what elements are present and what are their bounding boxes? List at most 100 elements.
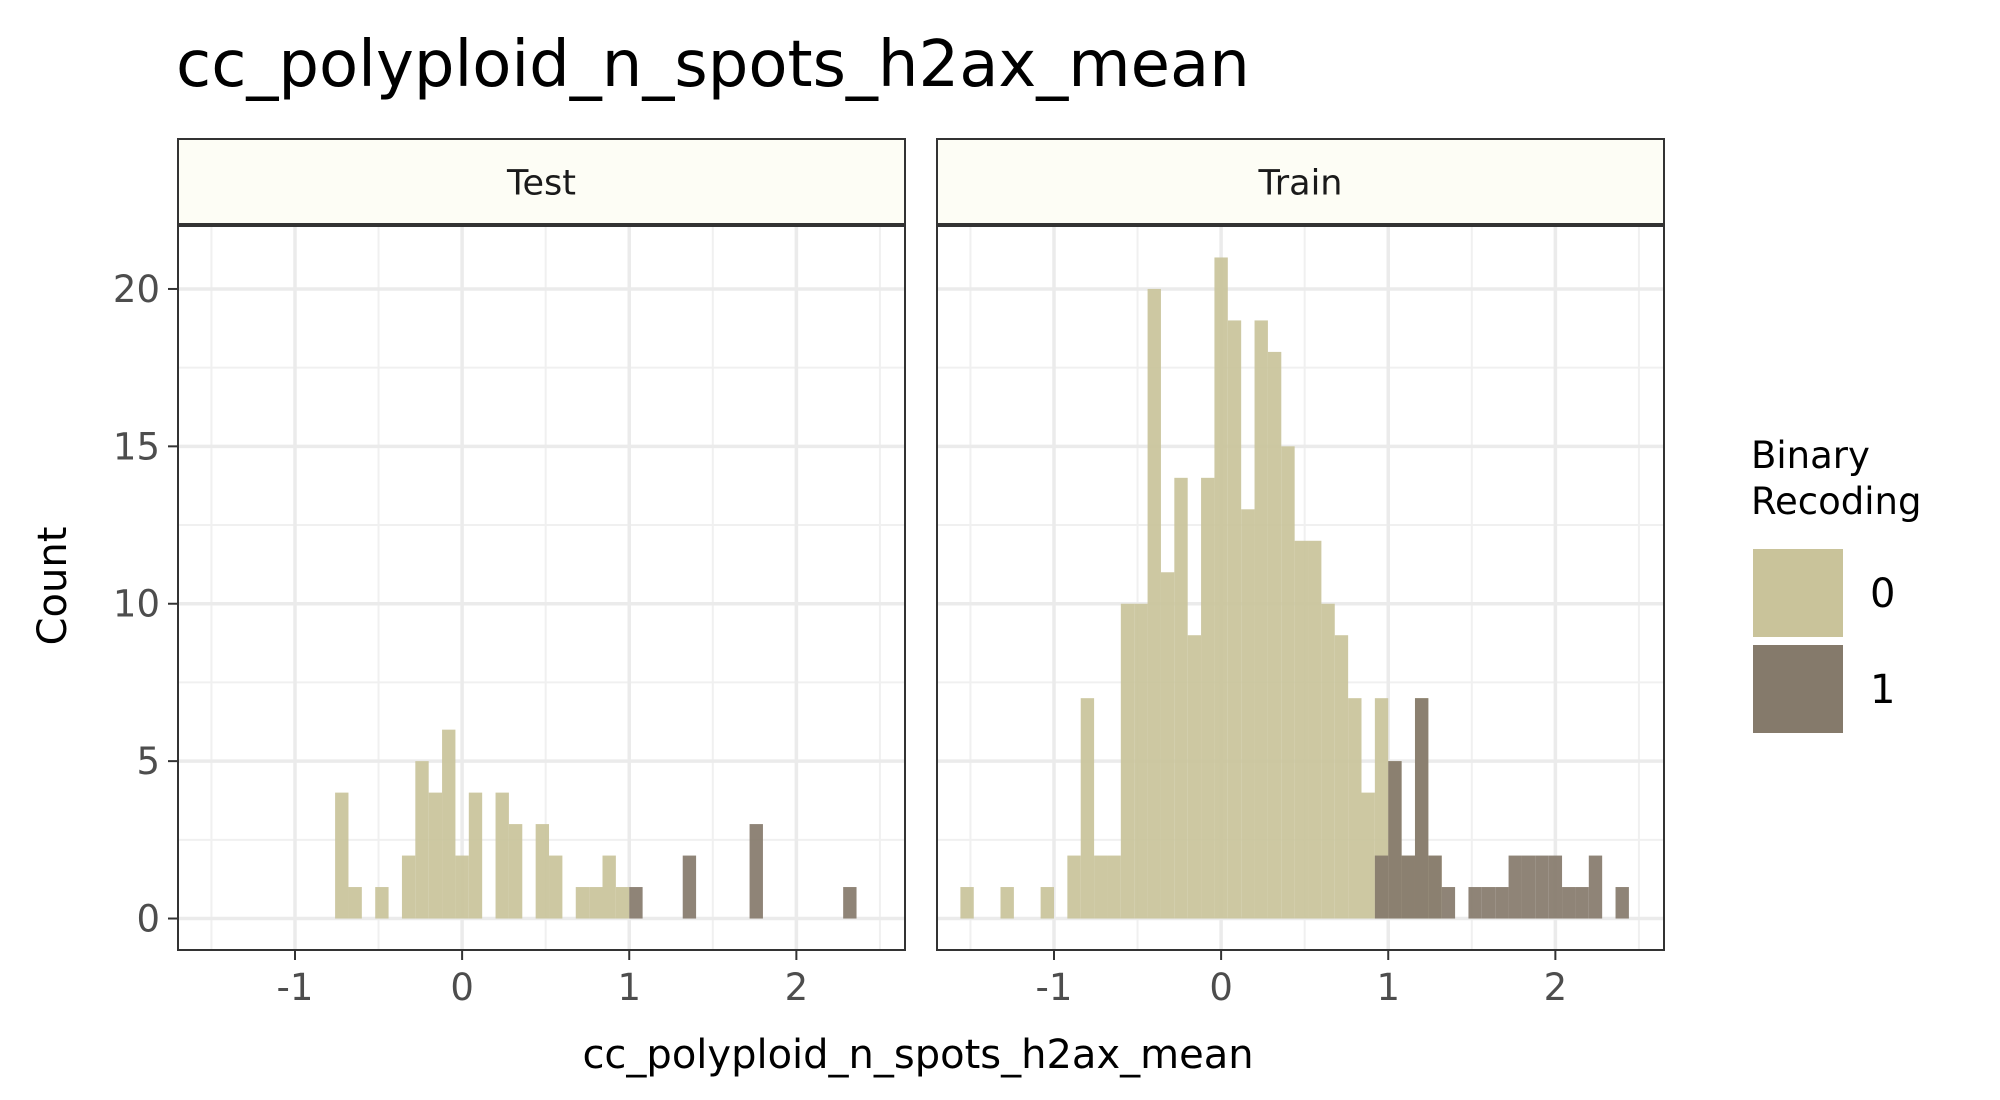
histogram-bar <box>1201 477 1215 919</box>
histogram-bar <box>1481 887 1496 919</box>
x-tick-label: -1 <box>1036 966 1073 1009</box>
histogram-bar <box>375 887 389 919</box>
series-1 <box>629 824 857 919</box>
facet-panel-test: Test -1 0 1 2 <box>177 138 906 1009</box>
histogram-bar <box>1575 887 1589 919</box>
histogram-bar <box>348 887 362 919</box>
legend-title: Binary <box>1751 434 1870 477</box>
histogram-bar <box>1227 320 1242 919</box>
histogram-bar <box>468 792 483 919</box>
y-axis-label: Count <box>30 527 76 646</box>
histogram-bar <box>602 855 616 919</box>
histogram-bar <box>1254 320 1268 919</box>
y-tick-label: 15 <box>113 425 160 468</box>
histogram-bar <box>682 855 697 919</box>
y-axis: 0 5 10 15 20 <box>113 268 178 941</box>
histogram-bar <box>442 729 456 919</box>
facet-strip <box>936 138 1665 225</box>
histogram-bar <box>1428 855 1442 919</box>
histogram-bar <box>1241 509 1255 919</box>
histogram-bar <box>1615 887 1629 919</box>
histogram-bar <box>1134 603 1148 919</box>
histogram-bar <box>415 761 429 919</box>
histogram-bar <box>960 887 974 919</box>
histogram-bar <box>1308 540 1322 919</box>
histogram-bar <box>1508 855 1522 919</box>
histogram-bar <box>1521 855 1536 919</box>
histogram-bar <box>575 887 590 919</box>
facet-panel-train: Train -1 0 1 2 <box>936 138 1665 1009</box>
histogram-bar <box>335 792 349 919</box>
y-tick-label: 10 <box>113 583 160 626</box>
histogram-bar <box>1214 257 1228 919</box>
x-tick-label: 2 <box>785 966 809 1009</box>
x-tick-label: 0 <box>1209 966 1233 1009</box>
chart-title: cc_polyploid_n_spots_h2ax_mean <box>176 28 1250 102</box>
histogram-bar <box>749 824 763 919</box>
histogram-bar <box>1562 887 1576 919</box>
x-tick-label: 1 <box>1376 966 1400 1009</box>
histogram-bar <box>1281 446 1295 919</box>
histogram-bar <box>1468 887 1482 919</box>
x-tick-label: 1 <box>617 966 641 1009</box>
histogram-bar <box>589 887 603 919</box>
legend-key <box>1753 645 1843 733</box>
histogram-bar <box>1388 761 1402 919</box>
histogram-bar <box>1094 855 1108 919</box>
histogram-bar <box>1160 572 1175 919</box>
histogram-bar <box>1361 792 1375 919</box>
histogram-bar <box>1107 855 1121 919</box>
histogram-bar <box>1334 635 1349 919</box>
histogram-bar <box>1067 855 1081 919</box>
histogram-bar <box>1267 351 1282 919</box>
histogram-bar <box>1588 855 1603 919</box>
histogram-bar <box>1321 603 1335 919</box>
legend-title: Recoding <box>1751 480 1922 523</box>
x-tick-label: 2 <box>1544 966 1568 1009</box>
histogram-bar <box>1401 855 1415 919</box>
histogram-bar <box>1174 477 1188 919</box>
histogram-bar <box>1374 855 1389 919</box>
histogram-bar <box>495 792 509 919</box>
x-axis-label: cc_polyploid_n_spots_h2ax_mean <box>582 1032 1253 1078</box>
facet-panels: Test -1 0 1 2 Train -1 0 1 2 <box>177 138 1665 1009</box>
facet-strip <box>177 138 906 225</box>
panel-border <box>177 225 906 951</box>
series-0 <box>335 729 630 919</box>
histogram-bar <box>1548 855 1563 919</box>
histogram-bar <box>1187 635 1202 919</box>
histogram-bar <box>1441 887 1456 919</box>
series-1 <box>1374 698 1629 919</box>
histogram-bar <box>1080 698 1095 919</box>
histogram-bar <box>1414 698 1429 919</box>
histogram-bar <box>428 792 443 919</box>
histogram-bar <box>1348 698 1362 919</box>
histogram-bar <box>549 855 563 919</box>
legend-label: 0 <box>1870 571 1895 617</box>
legend-key <box>1753 549 1843 637</box>
histogram-bar <box>1147 288 1161 919</box>
histogram-bar <box>401 855 416 919</box>
histogram-bar <box>843 887 857 919</box>
histogram-bar <box>1535 855 1549 919</box>
legend-label: 1 <box>1870 667 1895 713</box>
panel-border <box>936 225 1665 951</box>
x-tick-label: -1 <box>277 966 314 1009</box>
y-tick-label: 20 <box>113 268 160 311</box>
histogram-bar <box>455 855 469 919</box>
histogram-bar <box>508 824 523 919</box>
y-tick-label: 0 <box>136 898 160 941</box>
y-tick-label: 5 <box>136 740 160 783</box>
histogram-bar <box>535 824 550 919</box>
facet-strip-label: Test <box>506 164 576 204</box>
histogram-bar <box>1120 603 1135 919</box>
x-tick-label: 0 <box>450 966 474 1009</box>
histogram-bar <box>1294 540 1309 919</box>
histogram-bar <box>1495 887 1509 919</box>
histogram-bar <box>615 887 630 919</box>
facet-strip-label: Train <box>1258 164 1343 204</box>
histogram-bar <box>629 887 643 919</box>
histogram-bar <box>1000 887 1014 919</box>
